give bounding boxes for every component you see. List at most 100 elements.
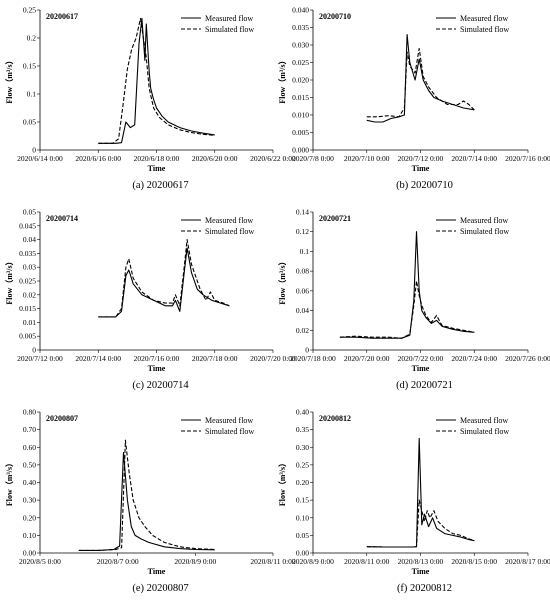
chart-panel-1: 0 0.05 0.1 0.15 0.2 0.25 2020/6/14 0:00 2020/6/… <box>4 6 296 192</box>
x-tick-label: 2020/7/18 0:00 <box>192 354 238 363</box>
x-tick-label: 2020/7/20 0:00 <box>344 354 390 363</box>
panel-caption: (f) 20200812 <box>397 583 452 594</box>
y-tick-label: 0.30 <box>296 443 309 452</box>
y-tick-label: 0.035 <box>19 249 36 258</box>
y-tick-label: 0.02 <box>296 326 309 335</box>
chart-panel-5: 0.00 0.10 0.20 0.30 0.40 0.50 0.60 0.70 0.80 2020… <box>4 408 296 595</box>
x-tick-label: 2020/6/16 0:00 <box>75 154 121 163</box>
x-axis-title: Time <box>412 364 430 373</box>
panel-caption: (d) 20200721 <box>396 380 453 391</box>
y-tick-label: 0.40 <box>296 408 309 417</box>
y-tick-label: 0.040 <box>292 6 309 15</box>
y-axis-title: Flow（m³/s） <box>4 459 14 506</box>
x-tick-label: 2020/7/16 0:00 <box>134 354 180 363</box>
series-line-measured <box>366 33 475 123</box>
x-tick-label: 2020/8/9 0:00 <box>174 557 216 566</box>
y-tick-label: 0.04 <box>296 306 309 315</box>
y-tick-label: 0.08 <box>296 267 309 276</box>
y-axis-title: Flow（m³/s） <box>277 56 287 103</box>
panel-id-label: 20200710 <box>319 12 351 21</box>
y-tick-label: 0.045 <box>19 221 36 230</box>
legend-entry: Measured flow <box>460 416 508 425</box>
x-axis-title: Time <box>148 567 166 576</box>
y-tick-label: 0.10 <box>23 531 36 540</box>
y-tick-label: 0.20 <box>296 478 309 487</box>
x-tick-label: 2020/6/20 0:00 <box>192 154 238 163</box>
y-tick-label: 0.05 <box>23 208 36 217</box>
x-tick-label: 2020/7/14 0:00 <box>451 154 497 163</box>
legend-entry: Simulated flow <box>460 227 509 236</box>
y-tick-label: 0.00 <box>296 549 309 558</box>
y-axis-title: Flow（m³/s） <box>277 257 287 304</box>
x-tick-label: 2020/8/17 0:00 <box>505 557 550 566</box>
legend-entry: Measured flow <box>460 216 508 225</box>
y-tick-label: 0.35 <box>296 425 309 434</box>
legend-entry: Measured flow <box>205 216 253 225</box>
y-tick-label: 0.20 <box>23 513 36 522</box>
panel-caption: (b) 20200710 <box>396 180 453 191</box>
y-tick-label: 0.2 <box>27 34 37 43</box>
x-tick-label: 2020/7/24 0:00 <box>451 354 497 363</box>
x-tick-label: 2020/7/18 0:00 <box>290 354 336 363</box>
chart-panel-6: 0.00 0.05 0.10 0.15 0.20 0.25 0.30 0.35 0.40 2020… <box>277 408 550 595</box>
panel-id-label: 20200721 <box>319 214 351 223</box>
y-tick-label: 0.50 <box>23 460 36 469</box>
y-tick-label: 0.015 <box>19 304 36 313</box>
panel-id-label: 20200617 <box>46 12 78 21</box>
y-tick-label: 0.015 <box>292 93 309 102</box>
y-tick-label: 0.25 <box>23 6 36 15</box>
y-tick-label: 0.01 <box>23 318 36 327</box>
y-tick-label: 0.05 <box>296 531 309 540</box>
series-line-measured <box>98 247 230 318</box>
y-tick-label: 0.25 <box>296 460 309 469</box>
panel-id-label: 20200714 <box>46 214 78 223</box>
y-tick-label: 0.02 <box>23 290 36 299</box>
series-line-simulated <box>78 439 215 551</box>
x-tick-label: 2020/7/12 0:00 <box>398 154 444 163</box>
y-tick-label: 0.15 <box>296 496 309 505</box>
x-tick-label: 2020/7/14 0:00 <box>75 354 121 363</box>
series-line-simulated <box>339 280 475 339</box>
x-tick-label: 2020/6/14 0:00 <box>17 154 63 163</box>
y-axis-title: Flow（m³/s） <box>4 56 14 103</box>
y-tick-label: 0.1 <box>27 90 37 99</box>
panel-id-label: 20200812 <box>319 414 351 423</box>
y-tick-label: 0.025 <box>292 58 309 67</box>
x-tick-label: 2020/7/10 0:00 <box>344 154 390 163</box>
legend-entry: Simulated flow <box>205 427 254 436</box>
y-tick-label: 0.1 <box>300 247 310 256</box>
y-tick-label: 0.40 <box>23 478 36 487</box>
series-line-measured <box>366 437 475 548</box>
panel-caption: (a) 20200617 <box>132 180 188 191</box>
y-tick-label: 0.80 <box>23 408 36 417</box>
y-tick-label: 0.03 <box>23 263 36 272</box>
panel-caption: (e) 20200807 <box>132 583 188 594</box>
y-tick-label: 0.010 <box>292 111 309 120</box>
y-tick-label: 0.035 <box>292 23 309 32</box>
x-axis-title: Time <box>412 164 430 173</box>
chart-panel-3: 0 0.005 0.01 0.015 0.02 0.025 0.03 0.035 0.04 0.0… <box>4 208 296 392</box>
y-tick-label: 0.005 <box>292 128 309 137</box>
x-tick-label: 2020/7/16 0:00 <box>505 154 550 163</box>
x-tick-label: 2020/7/26 0:00 <box>505 354 550 363</box>
x-tick-label: 2020/8/13 0:00 <box>398 557 444 566</box>
y-tick-label: 0.06 <box>296 286 309 295</box>
y-tick-label: 0.00 <box>23 549 36 558</box>
y-tick-label: 0.04 <box>23 235 36 244</box>
y-tick-label: 0.030 <box>292 41 309 50</box>
legend-entry: Measured flow <box>460 14 508 23</box>
y-tick-label: 0.05 <box>23 118 36 127</box>
y-axis-title: Flow（m³/s） <box>4 257 14 304</box>
legend-entry: Measured flow <box>205 14 253 23</box>
y-tick-label: 0.15 <box>23 62 36 71</box>
series-line-simulated <box>98 17 215 144</box>
y-tick-label: 0 <box>305 346 309 355</box>
series-line-simulated <box>98 239 230 318</box>
x-tick-label: 2020/6/22 0:00 <box>250 154 296 163</box>
chart-panel-4: 0 0.02 0.04 0.06 0.08 0.1 0.12 0.14 2020/7/18 0:… <box>277 208 550 392</box>
legend-entry: Simulated flow <box>460 427 509 436</box>
x-tick-label: 2020/8/11 0:00 <box>344 557 390 566</box>
panel-id-label: 20200807 <box>46 414 78 423</box>
y-tick-label: 0.020 <box>292 76 309 85</box>
